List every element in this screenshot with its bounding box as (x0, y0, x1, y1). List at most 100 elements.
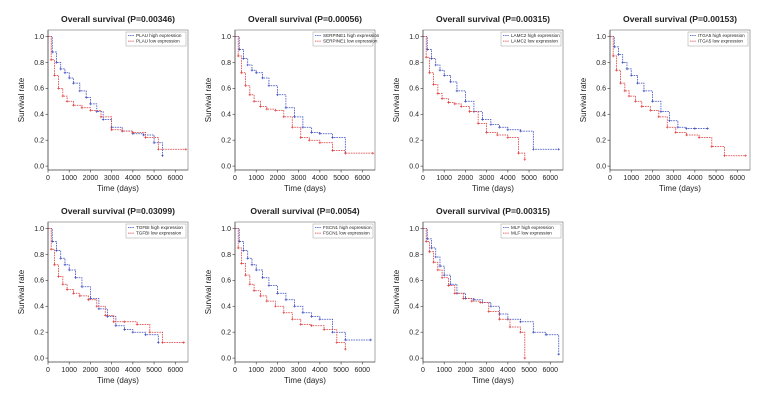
censor-mark (72, 103, 75, 107)
legend-box (312, 223, 374, 239)
legend-entry: PLAU low expression (136, 39, 180, 44)
legend-box (125, 31, 187, 47)
censor-mark (498, 125, 501, 129)
censor-mark (697, 136, 701, 139)
censor-mark (114, 324, 118, 328)
x-tick-label: 2000 (645, 175, 661, 182)
y-tick-label: 1.0 (409, 226, 419, 233)
censor-mark (267, 84, 271, 88)
censor-mark (293, 115, 296, 119)
x-tick-label: 6000 (542, 175, 558, 182)
censor-mark (274, 109, 277, 112)
censor-mark (310, 324, 313, 328)
censor-mark (89, 102, 92, 106)
censor-mark (148, 330, 152, 334)
y-axis-label: Survival rate (204, 269, 213, 314)
x-tick-label: 2000 (458, 175, 474, 182)
censor-mark (629, 74, 633, 77)
censor-mark (318, 317, 322, 321)
censor-mark (307, 138, 311, 142)
censor-mark (440, 276, 444, 280)
censor-mark (449, 282, 452, 286)
censor-mark (57, 87, 60, 90)
chart-title: Overall survival (P=0.00346) (61, 14, 175, 24)
y-axis-label: Survival rate (17, 77, 26, 122)
x-tick-label: 3000 (291, 175, 307, 182)
censor-mark (710, 145, 714, 148)
x-tick-label: 5000 (521, 367, 537, 374)
y-tick-label: 0.2 (221, 138, 231, 145)
censor-mark (72, 291, 75, 295)
x-tick-label: 3000 (104, 175, 120, 182)
y-tick-label: 0.8 (221, 60, 231, 67)
x-tick-label: 3000 (104, 367, 120, 374)
y-tick-label: 0.4 (596, 112, 606, 119)
censor-mark (63, 71, 67, 75)
x-tick-label: 4000 (312, 175, 328, 182)
y-tick-label: 1.0 (596, 34, 606, 41)
y-tick-label: 0.6 (34, 278, 44, 285)
chart-title: Overall survival (P=0.00056) (248, 14, 362, 24)
censor-mark (432, 83, 435, 86)
censor-mark (634, 99, 637, 103)
x-tick-label: 5000 (146, 175, 162, 182)
y-tick-label: 0.8 (409, 60, 419, 67)
censor-mark (470, 299, 474, 303)
y-axis-label: Survival rate (17, 269, 26, 314)
legend-box (500, 223, 562, 239)
x-tick-label: 4000 (500, 367, 516, 374)
x-tick-label: 4000 (500, 175, 516, 182)
x-tick-label: 4000 (687, 175, 703, 182)
censor-mark (523, 158, 527, 161)
censor-mark (103, 314, 107, 317)
censor-mark (657, 115, 661, 119)
y-tick-label: 0.0 (596, 164, 606, 171)
censor-mark (489, 304, 493, 308)
y-tick-label: 0.2 (409, 138, 419, 145)
censor-mark (371, 151, 375, 155)
censor-mark (472, 298, 476, 302)
y-tick-label: 0.2 (221, 330, 231, 337)
chart-panel-7: Overall survival (P=0.00315) 0.0 0.2 0.4 0.6… (392, 206, 564, 385)
censor-mark (282, 311, 286, 315)
censor-mark (123, 328, 126, 331)
censor-mark (674, 131, 678, 134)
censor-mark (59, 67, 63, 71)
x-axis-label: Time (days) (284, 184, 326, 193)
censor-mark (53, 74, 56, 77)
x-tick-label: 6000 (729, 175, 745, 182)
censor-mark (455, 89, 459, 93)
censor-mark (184, 147, 188, 151)
y-tick-label: 0.2 (596, 138, 606, 145)
survival-curve-low (48, 36, 186, 150)
chart-panel-3: Overall survival (P=0.00315) 0.0 0.2 0.4 0.6… (392, 14, 564, 193)
censor-mark (498, 317, 501, 321)
x-tick-label: 2000 (458, 367, 474, 374)
censor-mark (259, 294, 262, 298)
censor-mark (110, 128, 113, 132)
censor-mark (261, 276, 264, 280)
censor-mark (468, 110, 471, 113)
censor-mark (487, 310, 491, 313)
y-tick-label: 0.4 (221, 112, 231, 119)
censor-mark (59, 256, 63, 260)
censor-mark (676, 125, 680, 129)
censor-mark (78, 89, 82, 93)
censor-mark (80, 106, 84, 110)
censor-mark (49, 58, 53, 62)
censor-mark (250, 68, 254, 72)
censor-mark (744, 154, 748, 158)
censor-mark (87, 298, 90, 302)
censor-mark (310, 315, 313, 318)
censor-mark (335, 341, 339, 344)
x-tick-label: 5000 (333, 367, 349, 374)
censor-mark (523, 356, 527, 360)
censor-mark (157, 147, 160, 151)
censor-mark (665, 125, 669, 129)
plot-frame (234, 221, 376, 363)
censor-mark (318, 141, 322, 145)
x-tick-label: 5000 (521, 175, 537, 182)
censor-mark (434, 255, 438, 259)
censor-mark (78, 294, 82, 298)
